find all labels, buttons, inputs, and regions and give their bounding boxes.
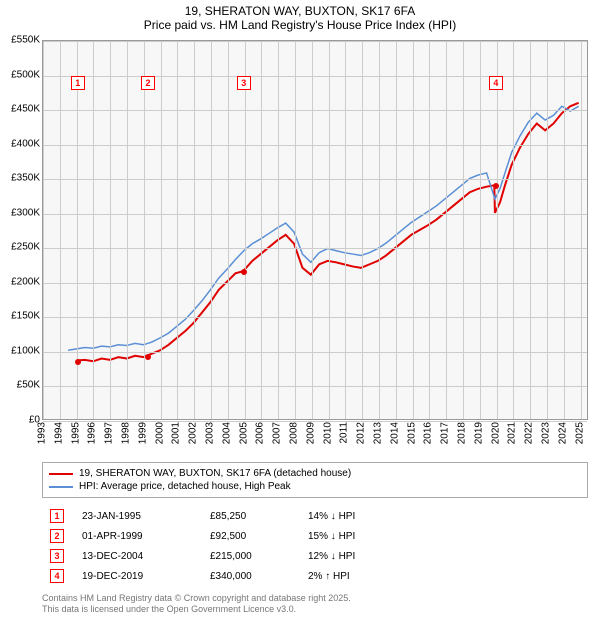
x-axis-ticks: 1993199419951996199719981999200020012002… [42,422,588,458]
x-tick-label: 2022 [524,422,535,444]
sales-table: 1 23-JAN-1995 £85,250 14% ↓ HPI 2 01-APR-1999… [42,506,588,586]
footer-attribution: Contains HM Land Registry data © Crown c… [42,593,351,616]
x-tick-label: 2015 [406,422,417,444]
title-address: 19, SHERATON WAY, BUXTON, SK17 6FA [0,4,600,18]
x-tick-label: 2010 [322,422,333,444]
x-tick-label: 1998 [121,422,132,444]
sale-dot [145,354,151,360]
x-tick-label: 2004 [221,422,232,444]
x-tick-label: 1997 [104,422,115,444]
legend-box: 19, SHERATON WAY, BUXTON, SK17 6FA (deta… [42,462,588,498]
x-tick-label: 2005 [238,422,249,444]
x-tick-label: 2012 [356,422,367,444]
x-tick-label: 2014 [389,422,400,444]
sale-row: 1 23-JAN-1995 £85,250 14% ↓ HPI [42,506,588,526]
x-tick-label: 2000 [154,422,165,444]
sale-price: £85,250 [210,511,290,522]
x-tick-label: 1995 [70,422,81,444]
x-tick-label: 1994 [53,422,64,444]
sale-price: £215,000 [210,551,290,562]
sale-num-box: 2 [50,529,64,543]
x-tick-label: 2025 [574,422,585,444]
x-tick-label: 1999 [137,422,148,444]
sale-row: 2 01-APR-1999 £92,500 15% ↓ HPI [42,526,588,546]
y-tick-label: £100K [0,345,40,356]
title-block: 19, SHERATON WAY, BUXTON, SK17 6FA Price… [0,0,600,34]
sale-num-box: 4 [50,569,64,583]
x-tick-label: 2021 [507,422,518,444]
sale-diff: 12% ↓ HPI [308,551,398,562]
x-tick-label: 2024 [557,422,568,444]
x-tick-label: 2019 [473,422,484,444]
sale-diff: 14% ↓ HPI [308,511,398,522]
sale-date: 23-JAN-1995 [82,511,192,522]
x-tick-label: 2009 [305,422,316,444]
x-tick-label: 2013 [373,422,384,444]
x-tick-label: 2006 [255,422,266,444]
sale-dot [75,359,81,365]
sale-dot [241,269,247,275]
sale-num-box: 1 [50,509,64,523]
x-tick-label: 2007 [272,422,283,444]
x-tick-label: 2020 [490,422,501,444]
sale-marker-3: 3 [237,76,251,90]
legend-swatch [49,473,73,475]
x-tick-label: 2003 [205,422,216,444]
legend-label: HPI: Average price, detached house, High… [79,481,291,492]
sale-num-box: 3 [50,549,64,563]
y-tick-label: £350K [0,173,40,184]
sale-diff: 15% ↓ HPI [308,531,398,542]
y-tick-label: £500K [0,69,40,80]
x-tick-label: 1996 [87,422,98,444]
sale-date: 13-DEC-2004 [82,551,192,562]
y-tick-label: £300K [0,207,40,218]
y-tick-label: £550K [0,35,40,46]
legend-item: HPI: Average price, detached house, High… [49,480,581,493]
x-tick-label: 2001 [171,422,182,444]
x-tick-label: 2018 [457,422,468,444]
title-subtitle: Price paid vs. HM Land Registry's House … [0,18,600,32]
y-tick-label: £200K [0,276,40,287]
sale-row: 3 13-DEC-2004 £215,000 12% ↓ HPI [42,546,588,566]
chart-lines-svg [43,41,587,419]
y-tick-label: £0 [0,415,40,426]
sale-price: £340,000 [210,571,290,582]
y-tick-label: £400K [0,138,40,149]
sale-row: 4 19-DEC-2019 £340,000 2% ↑ HPI [42,566,588,586]
x-tick-label: 1993 [37,422,48,444]
x-tick-label: 2023 [541,422,552,444]
legend-label: 19, SHERATON WAY, BUXTON, SK17 6FA (deta… [79,468,351,479]
x-tick-label: 2016 [423,422,434,444]
x-tick-label: 2017 [440,422,451,444]
legend-item: 19, SHERATON WAY, BUXTON, SK17 6FA (deta… [49,467,581,480]
sale-marker-1: 1 [71,76,85,90]
y-tick-label: £150K [0,311,40,322]
x-tick-label: 2002 [188,422,199,444]
legend-swatch [49,486,73,488]
sale-date: 19-DEC-2019 [82,571,192,582]
footer-line2: This data is licensed under the Open Gov… [42,604,351,616]
x-tick-label: 2008 [289,422,300,444]
y-tick-label: £50K [0,380,40,391]
sale-dot [493,183,499,189]
chart-container: 19, SHERATON WAY, BUXTON, SK17 6FA Price… [0,0,600,620]
footer-line1: Contains HM Land Registry data © Crown c… [42,593,351,605]
sale-diff: 2% ↑ HPI [308,571,398,582]
y-tick-label: £450K [0,104,40,115]
chart-plot-area: 1 2 3 4 [42,40,588,420]
sale-marker-4: 4 [489,76,503,90]
sale-price: £92,500 [210,531,290,542]
y-tick-label: £250K [0,242,40,253]
x-tick-label: 2011 [339,422,350,444]
sale-marker-2: 2 [141,76,155,90]
sale-date: 01-APR-1999 [82,531,192,542]
